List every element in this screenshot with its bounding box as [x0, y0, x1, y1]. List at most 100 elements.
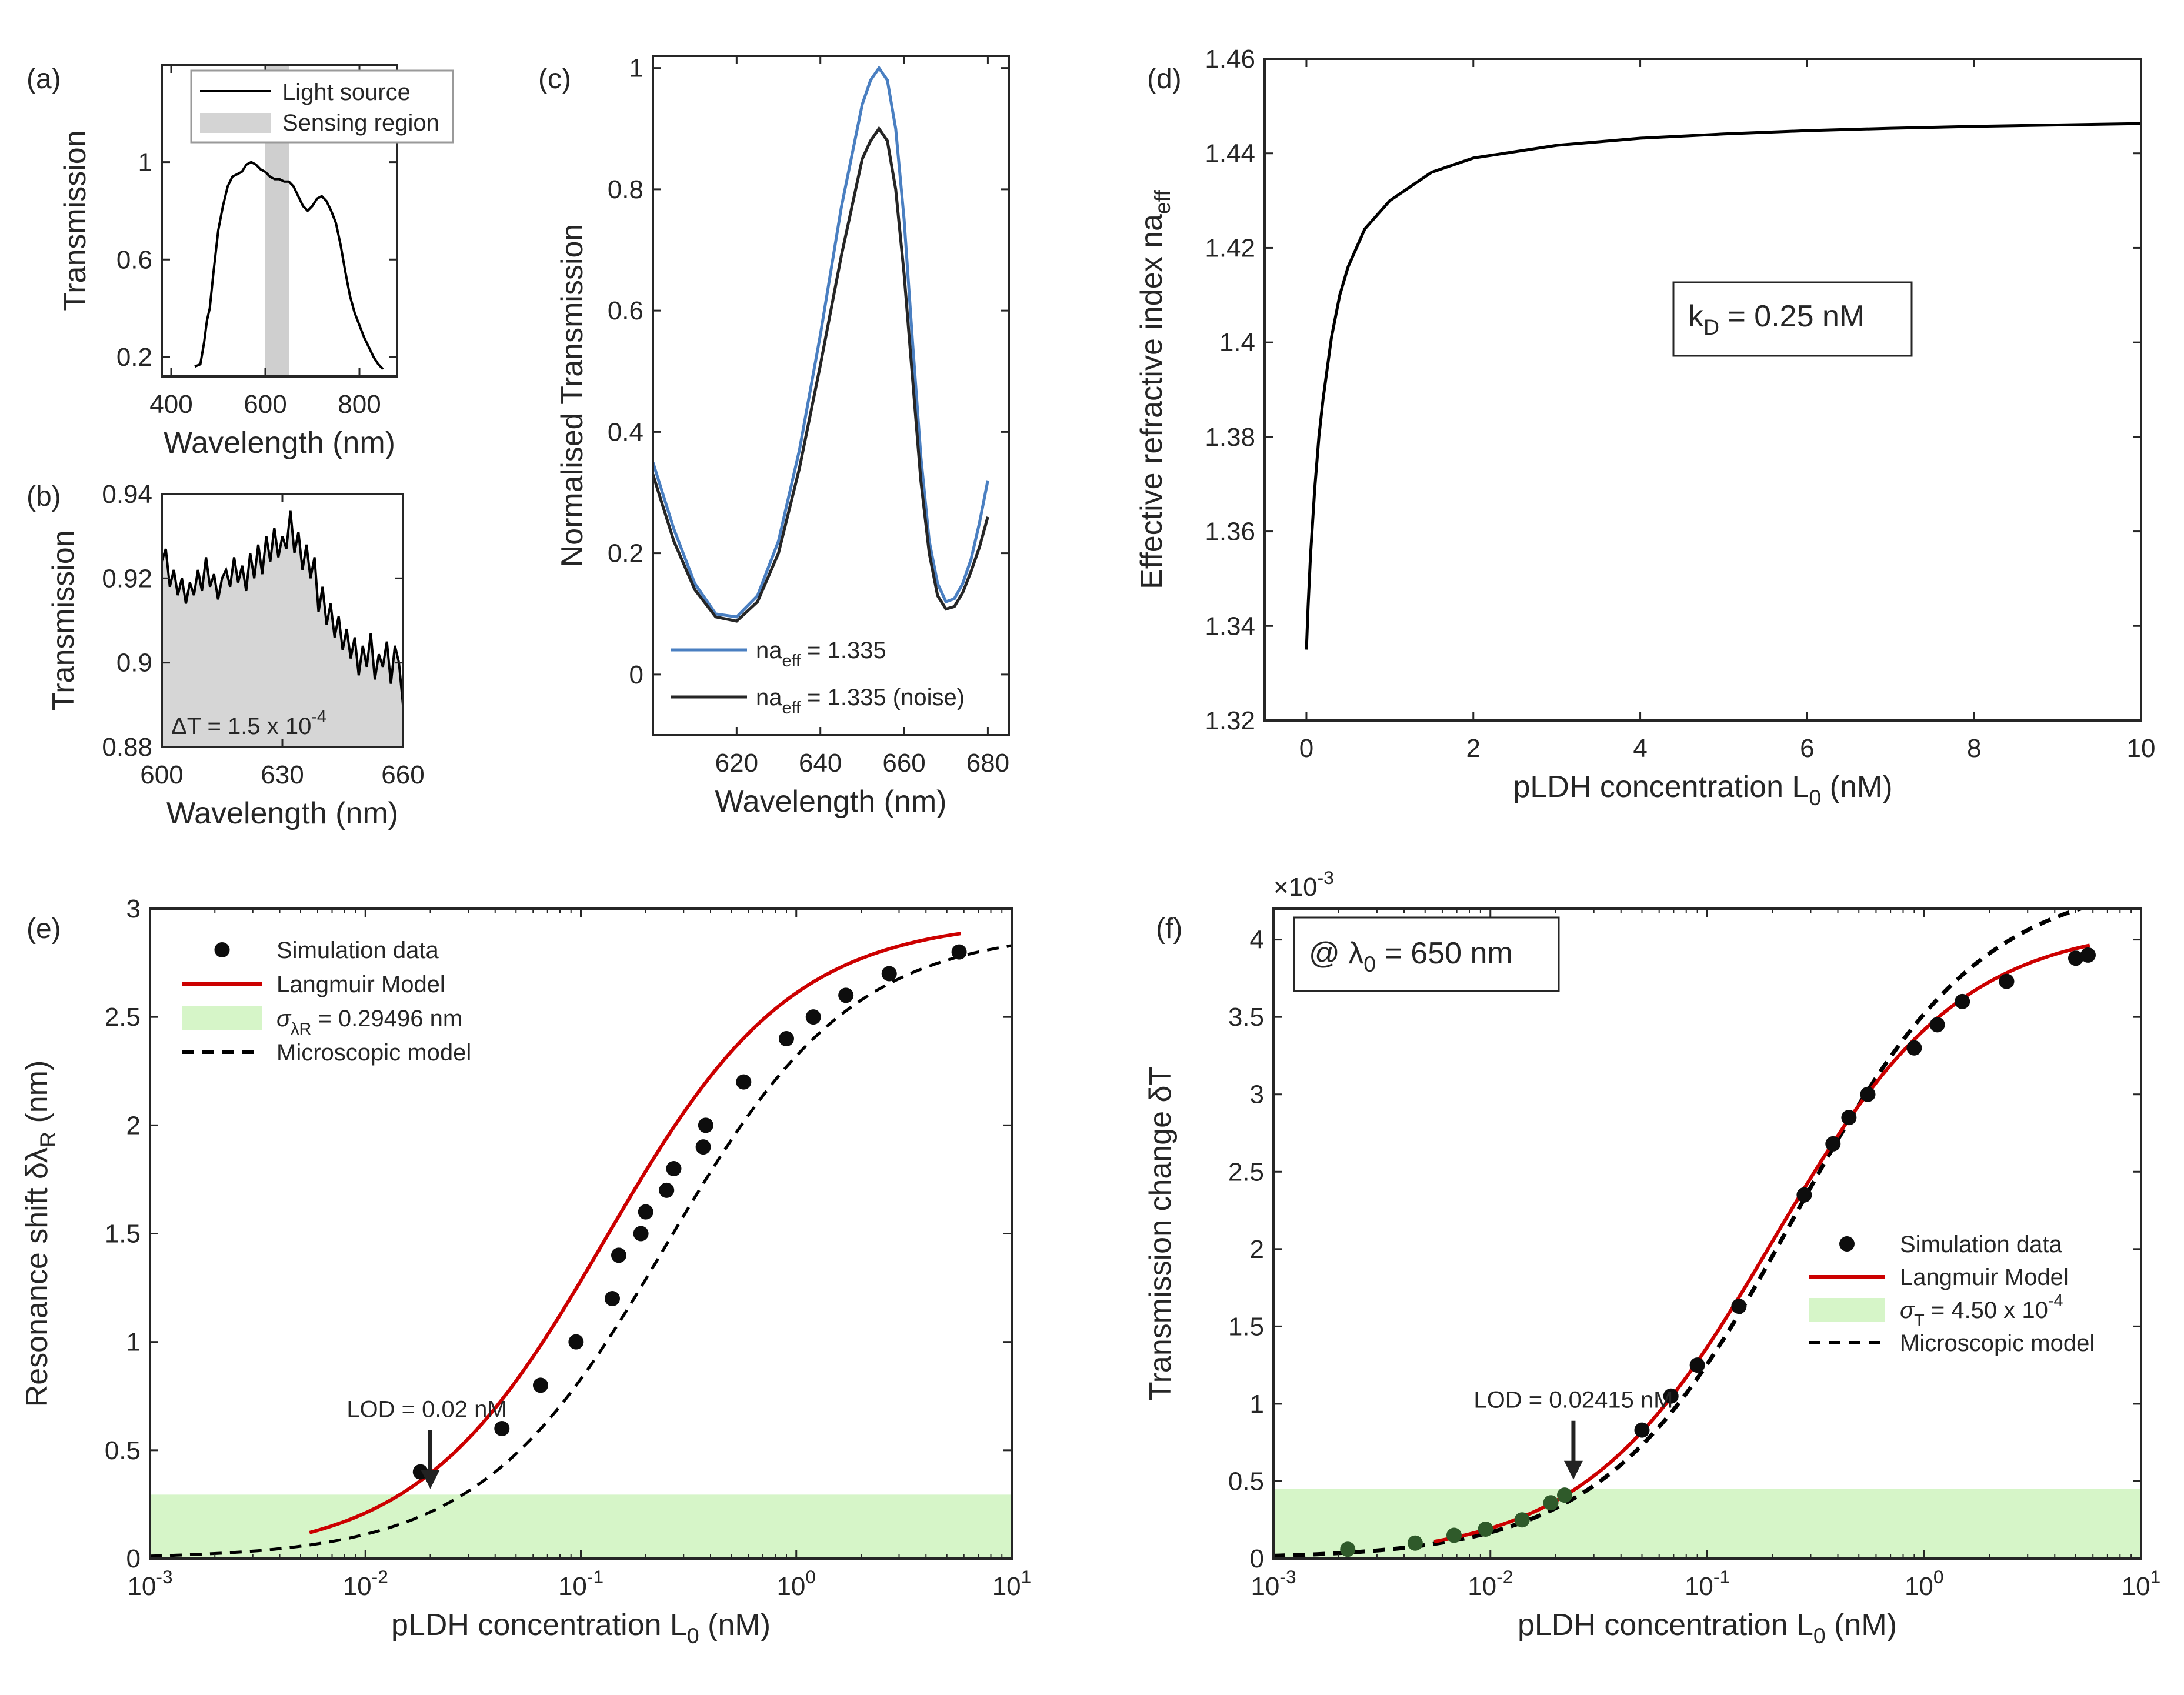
y-tick-label: 1.46: [1205, 45, 1255, 74]
simulation-data-point: [1860, 1086, 1876, 1102]
x-tick-label: 680: [966, 749, 1009, 778]
naeff-curve: [1305, 122, 2141, 650]
x-tick-label: 4: [1633, 734, 1647, 763]
legend-swatch-dot: [214, 942, 230, 957]
y-tick-label: 1: [1250, 1390, 1264, 1419]
lod-label: LOD = 0.02415 nM: [1473, 1387, 1673, 1413]
x-axis-label: Wavelength (nm): [164, 426, 395, 460]
simulation-data-point: [1557, 1487, 1573, 1503]
legend-swatch-patch: [1809, 1298, 1885, 1322]
y-tick-label: 1.36: [1205, 518, 1255, 546]
simulation-data-point: [2080, 947, 2096, 963]
legend-label: σT = 4.50 x 10-4: [1900, 1292, 2063, 1330]
y-axis-label: Resonance shift δλR (nm): [20, 1060, 60, 1407]
y-tick-label: 0.4: [608, 418, 643, 446]
lod-label: LOD = 0.02 nM: [346, 1397, 506, 1423]
y-axis-label: Transmission: [58, 130, 92, 311]
y-axis-label: Effective refractive index naeff: [1135, 190, 1175, 589]
axes-frame: [652, 55, 1010, 736]
legend-label-sensing-region: Sensing region: [282, 110, 439, 136]
panel-b: (b) 600 630 660 0.88 0.9 0.92 0.94 Wavelength (n…: [26, 480, 425, 830]
x-tick-label: 10-1: [1685, 1566, 1730, 1601]
axes-frame: [161, 64, 398, 378]
x-tick-label: 10-2: [1468, 1566, 1513, 1601]
x-axis-label: Wavelength (nm): [166, 796, 398, 830]
y-tick-label: 0.5: [1228, 1467, 1264, 1496]
y-multiplier-label: ×10-3: [1273, 867, 1334, 902]
simulation-data-point: [1841, 1110, 1857, 1126]
panel-a: (a) 400 600 800 0.2 0.6 1 Wavelength (nm) Transm…: [26, 64, 454, 460]
simulation-data-point: [881, 966, 897, 982]
y-tick-label: 0.6: [116, 245, 152, 274]
x-tick-label: 100: [1905, 1566, 1944, 1601]
simulation-data-point: [532, 1377, 548, 1393]
x-axis-label: pLDH concentration L0 (nM): [391, 1608, 771, 1648]
legend-label: naeff = 1.335: [756, 638, 886, 670]
y-tick-label: 0.94: [102, 480, 152, 509]
panel-c: (c) 620 640 660 680 0 0.2 0.4 0.6 0.8 1 Wavelength …: [538, 54, 1010, 819]
simulation-data-point: [1796, 1187, 1812, 1203]
y-tick-label: 1.44: [1205, 139, 1255, 168]
kd-annotation: kD = 0.25 nM: [1688, 299, 1865, 339]
x-tick-label: 10: [2127, 734, 2156, 763]
microscopic-model-line: [150, 944, 1012, 1558]
panel-d: (d) 0 2 4 6 8 10 1.32 1.34 1.36 1.38 1.4 1.42 1.44 1.4…: [1135, 45, 2155, 810]
panel-label-f: (f): [1156, 913, 1182, 945]
y-tick-label: 0: [629, 660, 643, 689]
wavelength-annotation-box: [1293, 916, 1560, 992]
simulation-data-point: [736, 1074, 752, 1090]
simulation-data-point: [698, 1117, 713, 1133]
simulation-data-point: [568, 1334, 584, 1350]
panel-label-b: (b): [26, 481, 61, 512]
y-tick-label: 3: [1250, 1080, 1264, 1109]
legend-label: σλR = 0.29496 nm: [276, 1006, 462, 1039]
x-tick-label: 100: [776, 1566, 816, 1601]
y-tick-label: 0.9: [116, 649, 152, 678]
axes-frame: [161, 493, 404, 748]
legend-swatch-patch: [182, 1006, 262, 1030]
x-tick-label: 101: [992, 1566, 1032, 1601]
x-tick-label: 630: [261, 760, 304, 789]
lod-arrow-head: [1563, 1460, 1583, 1480]
x-axis-label: pLDH concentration L0 (nM): [1513, 770, 1892, 810]
x-tick-label: 10-3: [1251, 1566, 1296, 1601]
x-tick-label: 6: [1800, 734, 1814, 763]
legend-label: Simulation data: [1900, 1232, 2062, 1257]
plot-area-d: [1305, 122, 2141, 650]
legend: naeff = 1.335 naeff = 1.335 (noise): [671, 638, 965, 718]
y-tick-label: 2: [1250, 1235, 1264, 1264]
x-tick-label: 800: [338, 390, 381, 419]
plot-area-b: [162, 510, 403, 747]
y-tick-label: 4: [1250, 926, 1264, 955]
y-tick-label: 1: [138, 148, 152, 177]
plot-area-e: [150, 932, 1012, 1559]
panel-label-a: (a): [26, 64, 61, 95]
simulation-data-point: [1906, 1040, 1922, 1056]
simulation-data-point: [805, 1009, 821, 1025]
x-tick-label: 600: [140, 760, 183, 789]
y-tick-label: 3.5: [1228, 1003, 1264, 1032]
legend-label-light-source: Light source: [282, 79, 411, 105]
langmuir-model-line: [1433, 943, 2090, 1544]
simulation-data-point: [1929, 1017, 1945, 1033]
x-tick-label: 400: [149, 390, 192, 419]
kd-annotation-box: [1672, 281, 1913, 357]
y-axis-label: Transmission: [46, 530, 81, 710]
simulation-data-point: [778, 1031, 794, 1046]
axes-frame: [1263, 58, 2142, 722]
simulation-data-point: [1340, 1541, 1356, 1557]
simulation-data-point: [1663, 1388, 1679, 1404]
simulation-data-point: [1478, 1522, 1493, 1537]
delta-t-annotation: ΔT = 1.5 x 10-4: [171, 708, 326, 739]
y-tick-label: 0.2: [116, 343, 152, 372]
wavelength-annotation: @ λ0 = 650 nm: [1309, 936, 1513, 976]
x-tick-label: 10-1: [558, 1566, 603, 1601]
y-tick-label: 0.8: [608, 175, 643, 204]
simulation-data-point: [638, 1204, 653, 1220]
y-tick-label: 1.32: [1205, 706, 1255, 735]
series-line-naeff-noise: [653, 126, 989, 623]
legend-swatch-dot: [1839, 1236, 1855, 1252]
legend-label: Simulation data: [276, 937, 439, 963]
